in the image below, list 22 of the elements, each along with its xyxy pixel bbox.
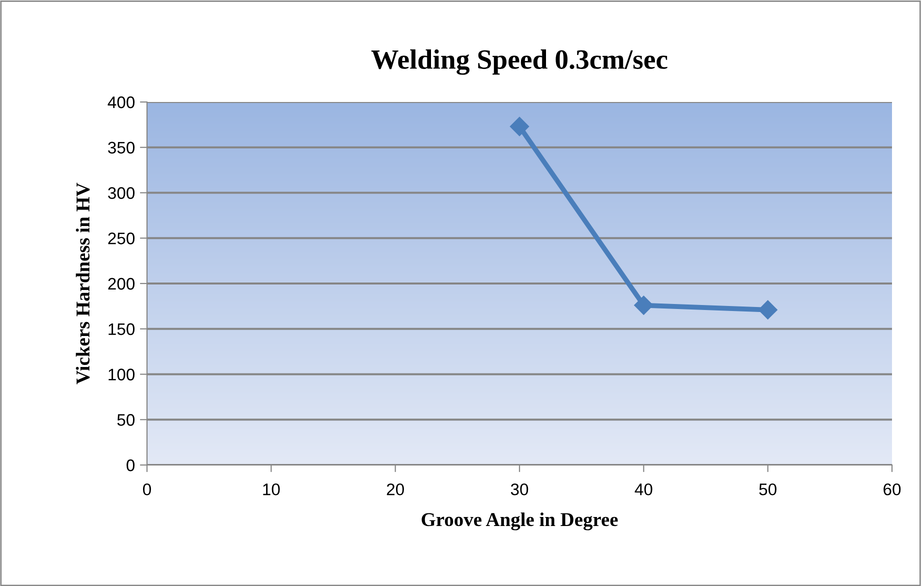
x-tick-label: 50 (759, 483, 776, 496)
y-axis-title: Vickers Hardness in HV (76, 182, 90, 384)
x-tick-label: 20 (386, 483, 404, 496)
y-tick-label: 150 (108, 323, 135, 336)
y-tick-label: 100 (108, 368, 135, 380)
y-tick-label: 0 (126, 459, 135, 472)
y-tick-label: 350 (108, 142, 135, 154)
x-tick-label: 0 (143, 483, 151, 496)
x-tick-label: 30 (510, 483, 528, 496)
x-axis-title: Groove Angle in Degree (422, 512, 618, 530)
x-tick-label: 40 (634, 483, 652, 496)
x-tick-label: 10 (263, 483, 280, 496)
y-tick-label: 200 (108, 278, 135, 290)
y-tick-label: 300 (108, 187, 135, 199)
point (510, 116, 530, 136)
y-tick-label: 250 (108, 232, 135, 244)
y-tick-label: 400 (108, 96, 135, 108)
x-tick-label: 60 (884, 483, 901, 496)
point (758, 300, 778, 320)
chart-title: Welding Speed 0.3cm/sec (371, 49, 668, 75)
y-tick-label: 50 (117, 414, 135, 426)
point (634, 296, 654, 315)
